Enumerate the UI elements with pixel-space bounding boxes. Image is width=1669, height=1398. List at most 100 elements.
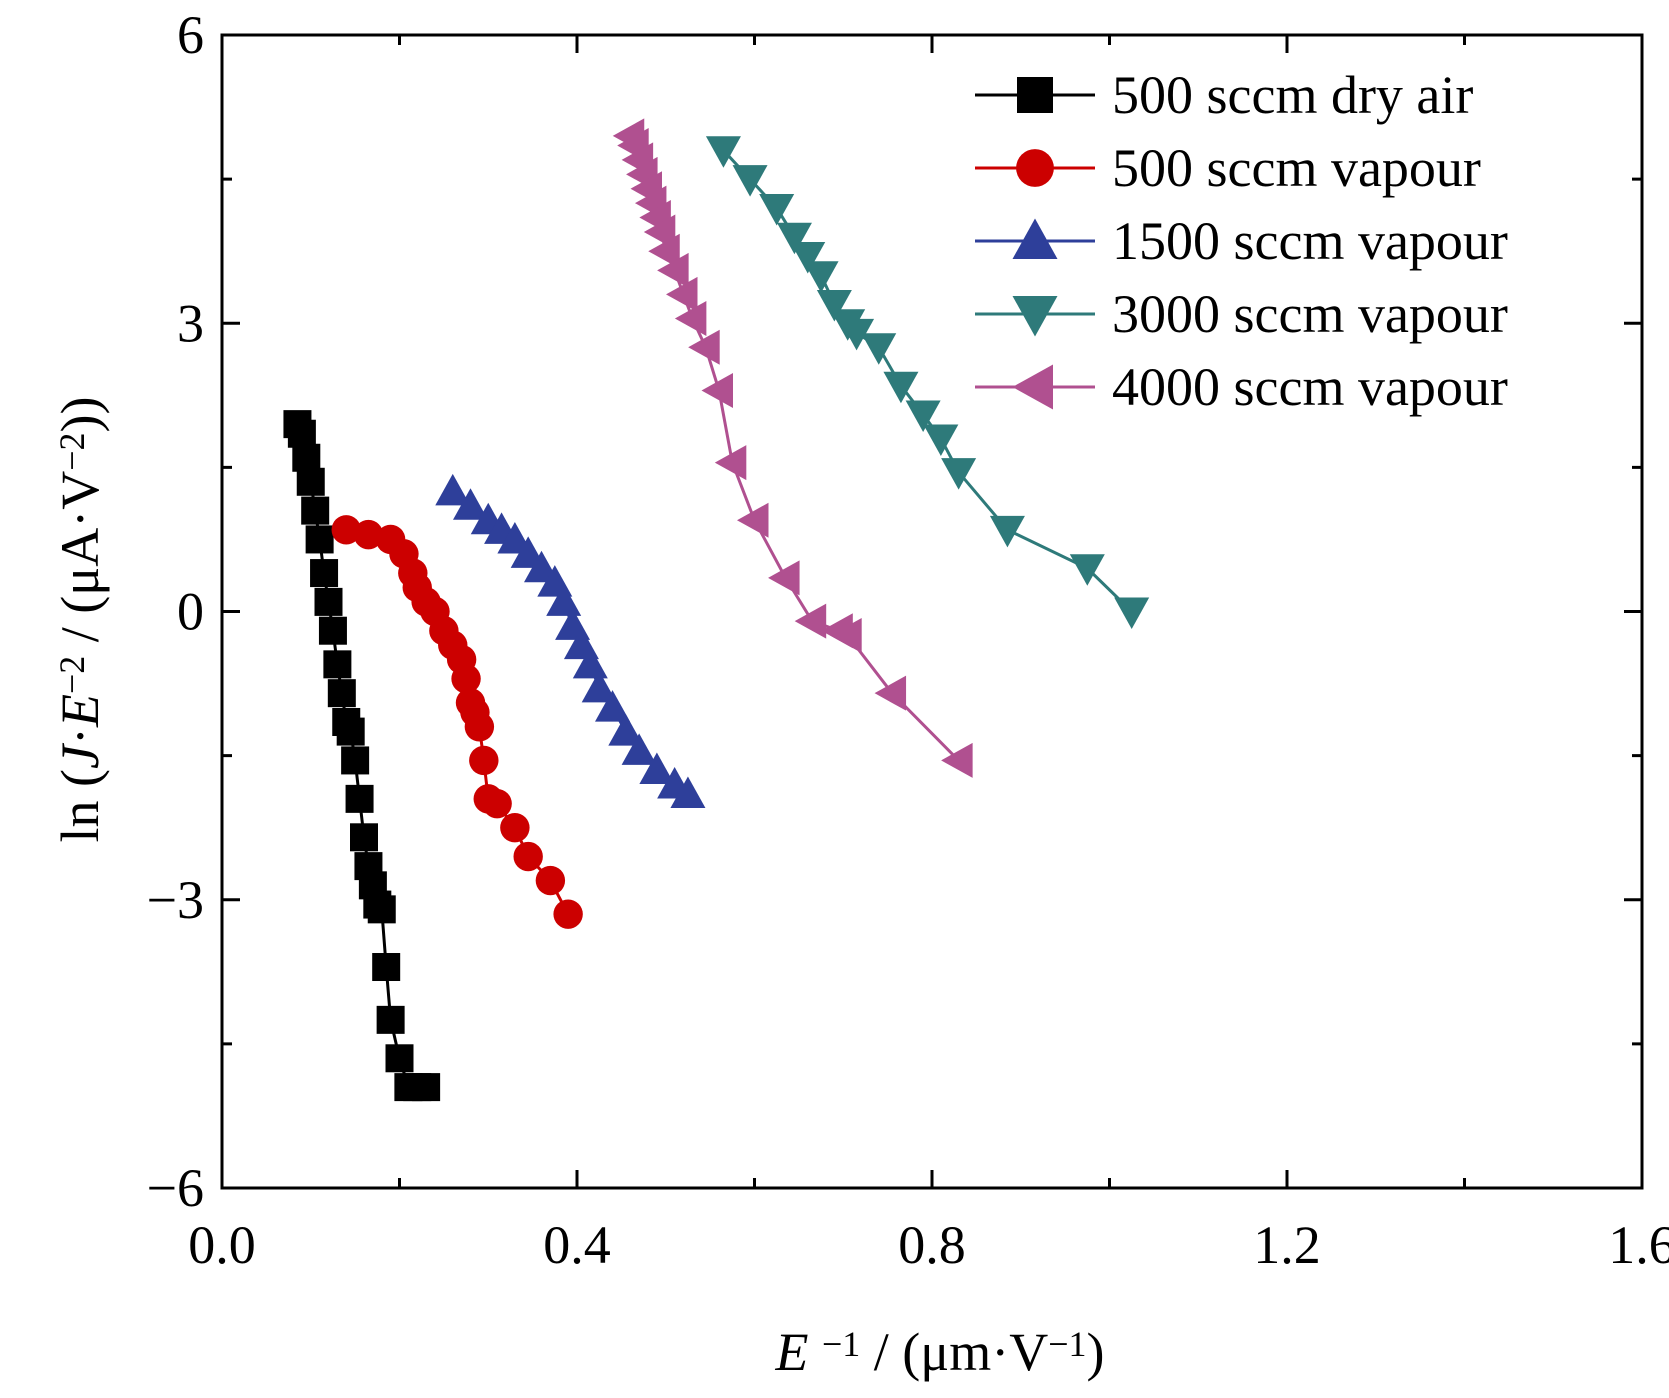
data-point bbox=[803, 261, 839, 293]
y-tick-label: −3 bbox=[147, 870, 204, 930]
legend-marker bbox=[1012, 364, 1053, 410]
data-point bbox=[670, 776, 706, 809]
data-point bbox=[305, 525, 334, 554]
legend-label: 4000 sccm vapour bbox=[1112, 357, 1508, 417]
legend-marker bbox=[1012, 296, 1058, 337]
data-point bbox=[874, 675, 907, 711]
data-point bbox=[830, 618, 862, 654]
y-tick-label: −6 bbox=[147, 1158, 204, 1218]
data-point bbox=[314, 587, 343, 616]
data-point bbox=[776, 222, 812, 255]
data-point bbox=[648, 233, 680, 269]
data-point bbox=[1069, 554, 1105, 586]
data-point bbox=[310, 559, 339, 588]
data-point bbox=[595, 690, 630, 722]
data-point bbox=[412, 1073, 441, 1102]
data-point bbox=[513, 841, 543, 872]
data-point bbox=[296, 467, 325, 496]
data-point bbox=[318, 616, 347, 645]
series-1 bbox=[283, 410, 441, 1102]
data-point bbox=[839, 318, 875, 351]
data-point bbox=[482, 788, 512, 819]
data-point bbox=[301, 496, 330, 525]
data-point bbox=[737, 502, 769, 538]
x-tick-label: 0.4 bbox=[543, 1215, 611, 1275]
data-point bbox=[464, 712, 495, 742]
y-tick-label: 3 bbox=[177, 293, 204, 353]
x-tick-label: 1.2 bbox=[1253, 1215, 1321, 1275]
x-tick-label: 0.8 bbox=[898, 1215, 966, 1275]
data-point bbox=[500, 812, 530, 843]
data-point bbox=[372, 953, 401, 982]
series-5 bbox=[612, 118, 973, 778]
legend-marker bbox=[1017, 77, 1053, 113]
legend-item: 1500 sccm vapour bbox=[975, 211, 1508, 271]
series-2 bbox=[331, 515, 583, 929]
data-point bbox=[323, 650, 352, 679]
data-point bbox=[705, 136, 741, 168]
legend-item: 3000 sccm vapour bbox=[975, 284, 1508, 344]
data-point bbox=[469, 745, 499, 776]
data-point bbox=[345, 784, 374, 813]
y-tick-label: 0 bbox=[177, 582, 204, 642]
x-tick-label: 0.0 bbox=[188, 1215, 256, 1275]
data-point bbox=[546, 584, 582, 616]
data-point bbox=[385, 1044, 414, 1073]
data-point bbox=[292, 443, 321, 472]
legend-label: 3000 sccm vapour bbox=[1112, 284, 1508, 344]
data-point bbox=[639, 752, 675, 785]
data-point bbox=[657, 252, 689, 288]
data-point bbox=[376, 1005, 405, 1034]
legend-item: 4000 sccm vapour bbox=[975, 357, 1508, 417]
x-tick-label: 1.6 bbox=[1608, 1215, 1669, 1275]
data-point bbox=[621, 733, 657, 765]
data-point bbox=[367, 895, 396, 924]
data-point bbox=[581, 670, 617, 703]
data-point bbox=[732, 165, 768, 197]
data-point bbox=[688, 329, 720, 365]
legend-label: 500 sccm vapour bbox=[1112, 138, 1481, 198]
data-point bbox=[861, 333, 897, 365]
legend-marker bbox=[1016, 149, 1054, 187]
series-layer bbox=[283, 118, 1150, 1102]
data-point bbox=[674, 300, 707, 336]
data-point bbox=[923, 424, 959, 457]
data-point bbox=[905, 400, 941, 433]
data-point bbox=[714, 445, 747, 481]
data-point bbox=[1114, 597, 1150, 629]
data-point bbox=[435, 473, 471, 506]
data-point bbox=[327, 679, 356, 708]
data-point bbox=[553, 899, 583, 929]
data-point bbox=[941, 458, 977, 490]
data-point bbox=[287, 419, 316, 448]
data-point bbox=[572, 646, 608, 679]
data-point bbox=[759, 193, 795, 226]
data-point bbox=[353, 519, 384, 550]
data-point bbox=[451, 664, 481, 694]
legend-label: 1500 sccm vapour bbox=[1112, 211, 1508, 271]
legend-label: 500 sccm dry air bbox=[1112, 65, 1473, 125]
data-point bbox=[535, 865, 566, 896]
legend-item: 500 sccm dry air bbox=[975, 65, 1473, 125]
data-point bbox=[608, 714, 644, 746]
series-line bbox=[722, 149, 1133, 613]
series-3 bbox=[435, 473, 706, 809]
data-point bbox=[989, 515, 1025, 548]
data-point bbox=[941, 742, 973, 778]
data-point bbox=[341, 746, 370, 775]
x-axis-title: E −1 / (μm·V−1) bbox=[774, 1322, 1104, 1382]
data-point bbox=[336, 717, 365, 746]
y-tick-label: 6 bbox=[177, 5, 204, 65]
axis-ticks: 0.0 0.4 0.8 1.2 1.6 −6 −3 0 3 6 bbox=[147, 5, 1669, 1275]
data-point bbox=[816, 290, 852, 322]
legend: 500 sccm dry air 500 sccm vapour 1500 sccm… bbox=[975, 65, 1508, 417]
legend-item: 500 sccm vapour bbox=[975, 138, 1481, 198]
data-point bbox=[883, 371, 919, 404]
y-axis-title: ln (J·E−2 / (μA·V−2)) bbox=[50, 397, 110, 843]
data-point bbox=[350, 823, 378, 852]
series-4 bbox=[705, 136, 1150, 629]
data-point bbox=[331, 515, 361, 545]
axis-titles: E −1 / (μm·V−1) ln (J·E−2 / (μA·V−2)) bbox=[50, 397, 1105, 1382]
data-point bbox=[666, 276, 698, 312]
